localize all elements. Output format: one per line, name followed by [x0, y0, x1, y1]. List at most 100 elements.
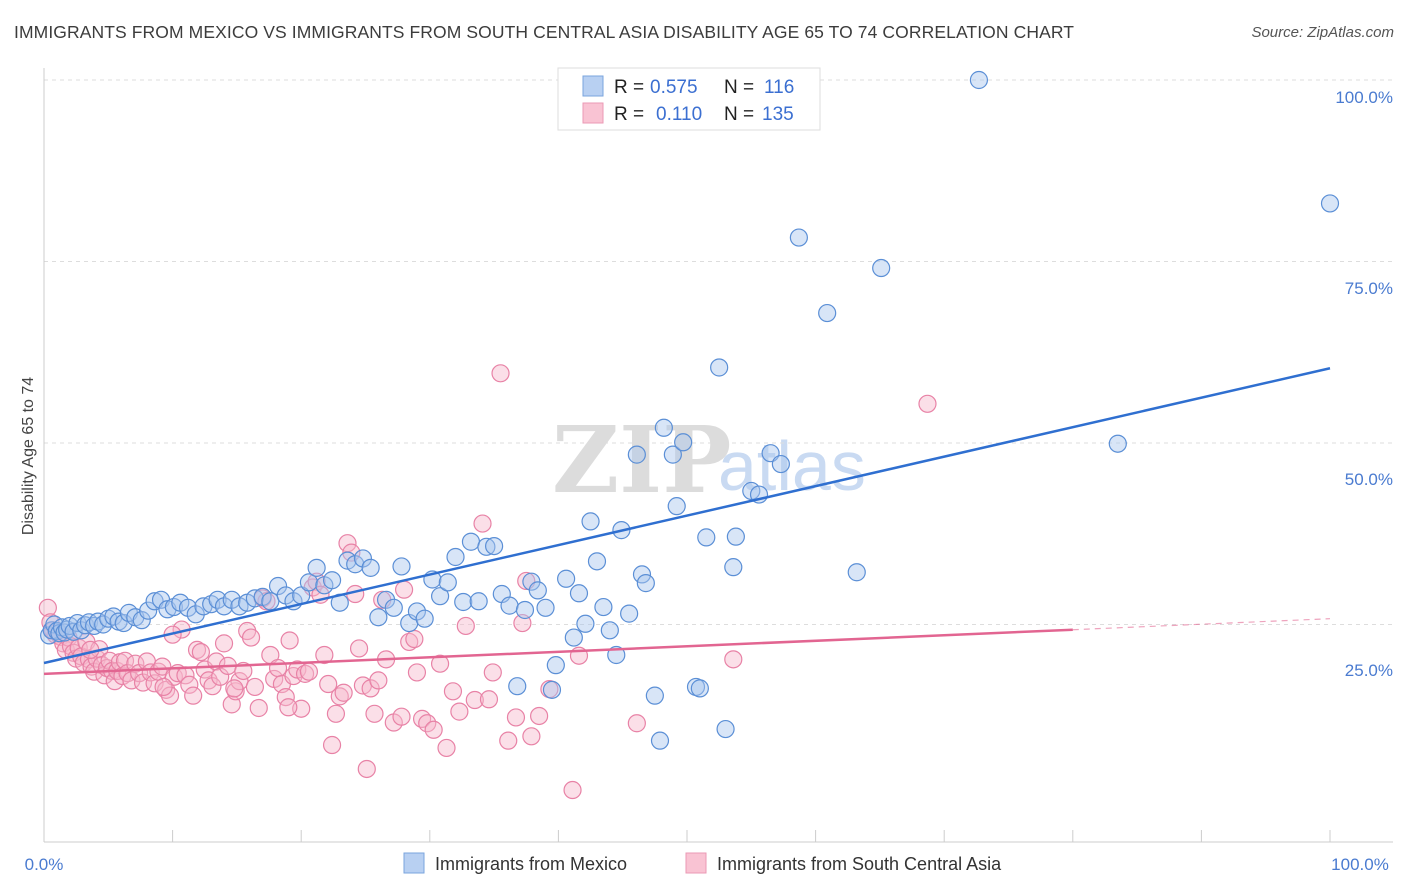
legend-r-label: R = [614, 104, 644, 125]
legend-n-label: N = [724, 77, 754, 98]
data-point [542, 680, 562, 699]
data-point [969, 70, 989, 90]
data-point [208, 590, 227, 609]
data-point [789, 228, 808, 247]
y-tick-label: 100.0% [1335, 88, 1393, 107]
bottom-legend-label: Immigrants from South Central Asia [717, 854, 1002, 874]
data-point [392, 557, 411, 576]
data-point [456, 616, 475, 636]
data-point [405, 629, 424, 649]
data-point [663, 445, 682, 464]
data-point [299, 573, 319, 592]
data-point [392, 707, 411, 726]
axes [43, 68, 1393, 843]
trend-line [43, 628, 1073, 676]
data-point [319, 674, 338, 694]
legend-n-label: N = [724, 104, 754, 125]
data-point [627, 714, 646, 733]
data-point [479, 690, 499, 709]
data-point [307, 558, 326, 577]
watermark-atlas: atlas [718, 427, 866, 505]
data-point [477, 537, 496, 556]
data-point [384, 598, 403, 617]
bottom-legend-label: Immigrants from Mexico [435, 854, 627, 874]
data-point [508, 677, 527, 696]
data-point [261, 592, 280, 611]
x-tick-marks [43, 830, 1331, 842]
legend-swatch-pink [582, 102, 604, 124]
trend-lines [43, 367, 1331, 676]
data-point [214, 634, 234, 653]
data-point [530, 706, 549, 726]
data-point [299, 662, 319, 681]
data-point [249, 698, 268, 718]
data-point [280, 631, 299, 650]
data-point [697, 528, 716, 547]
data-point [446, 547, 465, 567]
data-point [154, 677, 173, 697]
data-point [674, 433, 693, 452]
data-point [564, 628, 583, 647]
data-point [645, 686, 664, 705]
data-point [400, 632, 419, 652]
data-point [454, 592, 473, 612]
data-point [357, 759, 376, 779]
series-mexico [40, 70, 1340, 750]
gridlines [44, 79, 1393, 625]
legend-n-value: 116 [764, 77, 794, 98]
data-point [132, 611, 151, 630]
data-point [710, 358, 729, 377]
data-point [268, 658, 288, 678]
data-point [1108, 434, 1127, 453]
data-point [114, 613, 133, 633]
y-axis-label: Disability Age 65 to 74 [20, 377, 37, 535]
data-point [430, 587, 450, 606]
data-point [650, 731, 670, 750]
data-point [315, 645, 334, 665]
data-point [473, 514, 492, 533]
data-point [569, 584, 589, 603]
data-point [241, 628, 261, 647]
data-point [483, 663, 502, 682]
data-point [522, 727, 541, 746]
bottom-legend-swatch-blue [403, 852, 425, 874]
data-point [515, 600, 535, 620]
data-point [485, 536, 504, 556]
data-point [600, 621, 619, 640]
trend-line [43, 367, 1331, 665]
data-point [726, 527, 745, 546]
data-point [322, 571, 342, 590]
legend-r-label: R = [614, 77, 644, 98]
data-point [771, 454, 790, 474]
data-point [180, 675, 199, 694]
data-point [528, 581, 547, 600]
watermark-zip: ZIP [552, 406, 731, 514]
data-point [576, 614, 595, 633]
data-point [450, 702, 469, 721]
data-point [724, 650, 743, 669]
data-point [225, 679, 244, 698]
y-tick-label: 25.0% [1345, 661, 1393, 680]
data-point [818, 303, 837, 323]
data-point [627, 445, 646, 464]
data-point [465, 690, 484, 710]
data-point [334, 683, 353, 702]
legend-r-value: 0.575 [650, 77, 698, 98]
data-point [872, 258, 891, 278]
data-point [139, 601, 158, 620]
data-point [632, 565, 652, 584]
legend-n-value: 135 [762, 104, 794, 125]
data-point [349, 639, 369, 658]
bottom-legend: Immigrants from Mexico Immigrants from S… [403, 852, 1002, 874]
data-point [353, 549, 373, 568]
data-point [126, 654, 145, 673]
data-point [724, 558, 743, 577]
data-point [469, 592, 488, 611]
data-point [667, 497, 686, 516]
x-tick-label: 100.0% [1331, 855, 1389, 874]
data-point [361, 558, 380, 577]
data-point [245, 677, 265, 697]
data-point [424, 720, 443, 739]
data-point [918, 394, 937, 413]
data-point [184, 686, 203, 705]
